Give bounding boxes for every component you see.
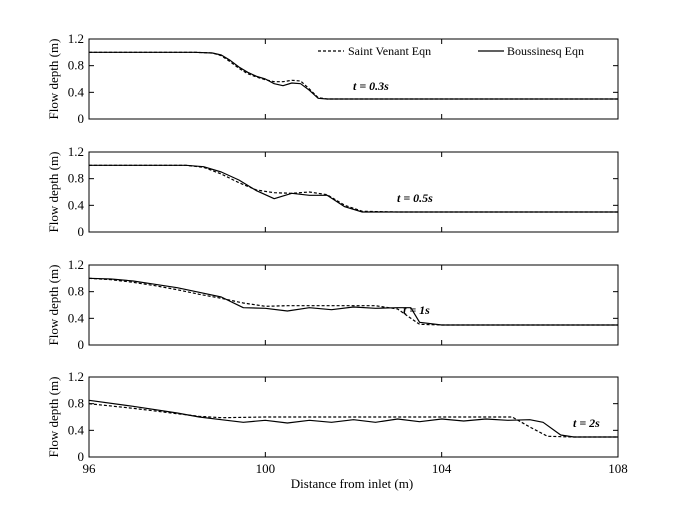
y-axis-label: Flow depth (m) — [46, 265, 61, 346]
plot-frame — [88, 38, 619, 120]
y-tick-label: 0.8 — [68, 396, 84, 411]
panel-1: 0 0.4 0.8 1.2 Flow depth (m) t = 0.3s Saint Ve… — [46, 31, 619, 126]
boussinesq-eqn-line — [88, 277, 618, 326]
x-axis-label: Distance from inlet (m) — [291, 476, 413, 491]
y-tick-label: 0 — [78, 111, 85, 126]
x-tick-label: 100 — [256, 461, 276, 476]
plot-frame — [88, 376, 619, 458]
y-tick-label: 0.4 — [68, 84, 85, 99]
boussinesq-eqn-line — [88, 399, 618, 438]
y-tick-label: 0.8 — [68, 171, 84, 186]
y-tick-label: 0.8 — [68, 284, 84, 299]
y-tick-label: 0 — [78, 224, 85, 239]
y-tick-label: 1.2 — [68, 31, 84, 46]
panel-2: 0 0.4 0.8 1.2 Flow depth (m) t = 0.5s — [46, 144, 619, 239]
legend-label-saint-venant: Saint Venant Eqn — [348, 44, 431, 58]
x-tick-label: 96 — [83, 461, 97, 476]
panel-4: 0 0.4 0.8 1.2 96 100 104 108 Flow depth (m) t = 2… — [46, 369, 628, 476]
y-tick-label: 0.4 — [68, 310, 85, 325]
y-tick-label: 1.2 — [68, 144, 84, 159]
time-annotation: t = 1s — [403, 303, 430, 317]
plot-frame — [88, 264, 619, 346]
y-tick-label: 0 — [78, 337, 85, 352]
time-annotation: t = 0.3s — [353, 79, 389, 93]
legend-label-boussinesq: Boussinesq Eqn — [507, 44, 584, 58]
boussinesq-eqn-line — [89, 51, 618, 100]
panels: 0 0.4 0.8 1.2 Flow depth (m) t = 0.3s Saint Ve… — [46, 31, 628, 476]
y-axis-label: Flow depth (m) — [46, 39, 61, 120]
y-tick-label: 1.2 — [68, 257, 84, 272]
y-axis-label: Flow depth (m) — [46, 152, 61, 233]
y-tick-label: 0.4 — [68, 422, 85, 437]
y-tick-label: 1.2 — [68, 369, 84, 384]
y-tick-label: 0 — [78, 449, 85, 464]
saint-venant-eqn-line — [88, 277, 618, 326]
y-tick-label: 0.8 — [68, 58, 84, 73]
saint-venant-eqn-line — [88, 403, 618, 438]
panel-3: 0 0.4 0.8 1.2 Flow depth (m) t = 1s — [46, 257, 619, 352]
x-tick-label: 108 — [608, 461, 628, 476]
legend: Saint Venant Eqn Boussinesq Eqn — [318, 44, 584, 58]
plot-frame — [88, 151, 619, 233]
saint-venant-eqn-line — [89, 164, 618, 213]
boussinesq-eqn-line — [89, 164, 618, 213]
time-annotation: t = 0.5s — [397, 191, 433, 205]
x-tick-label: 104 — [432, 461, 452, 476]
time-annotation: t = 2s — [573, 416, 600, 430]
y-axis-label: Flow depth (m) — [46, 377, 61, 458]
y-tick-label: 0.4 — [68, 197, 85, 212]
